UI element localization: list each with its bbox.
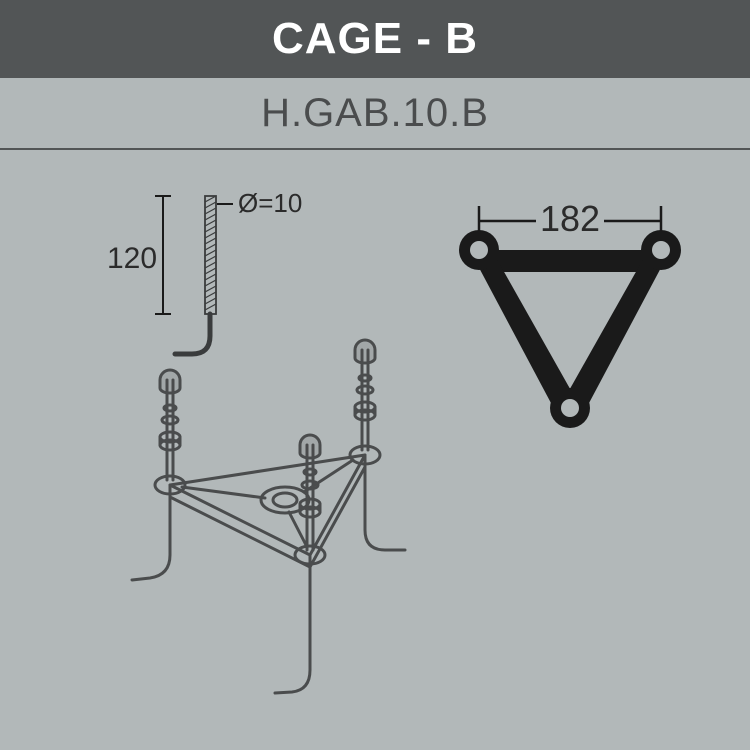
product-code: H.GAB.10.B bbox=[261, 91, 489, 136]
page-title: CAGE - B bbox=[272, 14, 478, 64]
technical-drawing-area: 182 bbox=[0, 150, 750, 748]
subtitle-bar: H.GAB.10.B bbox=[0, 78, 750, 150]
title-bar: CAGE - B bbox=[0, 0, 750, 78]
isometric-assembly-icon bbox=[0, 150, 750, 748]
